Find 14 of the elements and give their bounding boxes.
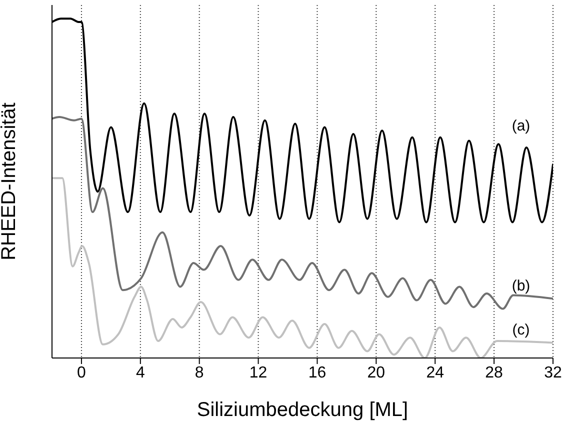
- x-tick-label: 4: [136, 364, 145, 382]
- x-tick-label: 8: [194, 364, 204, 382]
- x-tick-label: 24: [426, 364, 444, 382]
- x-axis-title: Siliziumbedeckung [ML]: [196, 399, 408, 421]
- series-label: (c): [512, 322, 530, 339]
- series-label: (b): [512, 278, 530, 295]
- x-tick-label: 12: [249, 364, 268, 382]
- x-tick-label: 32: [544, 364, 562, 382]
- x-tick-label: 28: [485, 364, 504, 382]
- x-tick-label: 0: [77, 364, 86, 382]
- series-label: (a): [512, 118, 530, 135]
- y-axis-title: RHEED-Intensität: [0, 102, 20, 260]
- x-tick-label: 16: [308, 364, 326, 382]
- x-tick-label: 20: [367, 364, 386, 382]
